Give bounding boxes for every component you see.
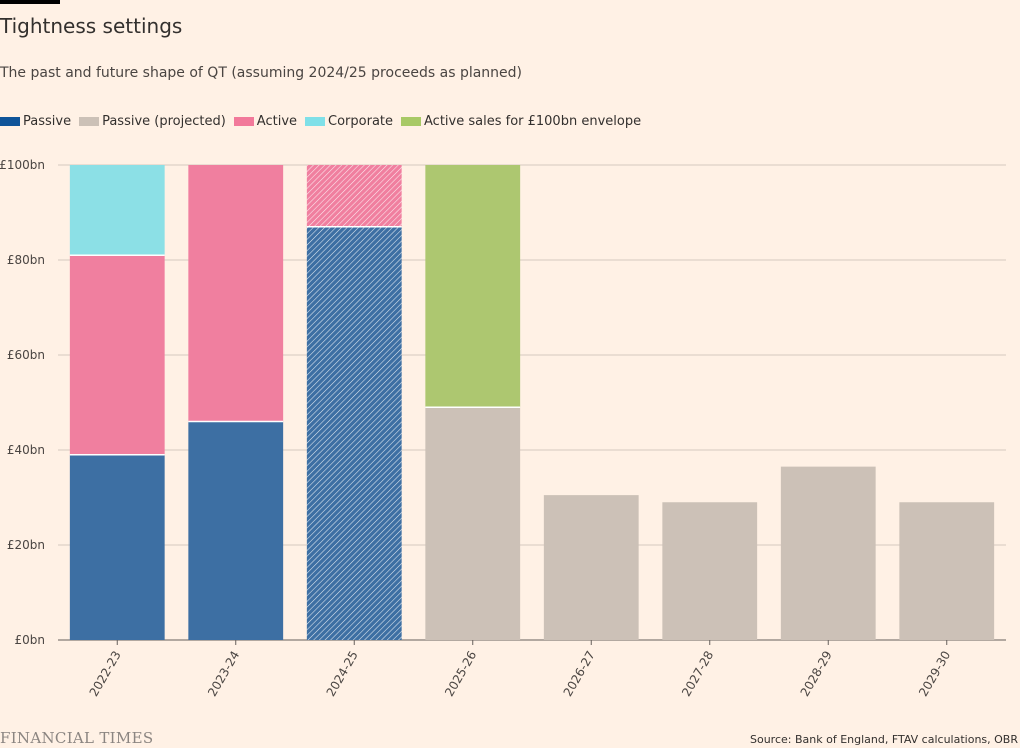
legend-item-passive-projected: Passive (projected) bbox=[79, 114, 226, 129]
legend-item-active-sales: Active sales for £100bn envelope bbox=[401, 114, 641, 129]
bar-passive-projected-2026-27 bbox=[543, 495, 639, 640]
bar-passive-2022-23 bbox=[69, 454, 165, 640]
source-note: Source: Bank of England, FTAV calculatio… bbox=[749, 733, 1018, 746]
bar-passive-projected-2025-26 bbox=[425, 407, 521, 640]
bar-passive-2024-25 bbox=[306, 226, 402, 640]
bar-chart: 2022-23 2023-24 2024-25 2025-26 2026-27 2027-… bbox=[0, 158, 1006, 699]
bar-passive-2023-24 bbox=[188, 421, 284, 640]
legend-label-passive: Passive bbox=[23, 114, 72, 129]
legend-item-corporate: Corporate bbox=[305, 114, 393, 129]
x-tick-label: 2027-28 bbox=[679, 649, 716, 699]
legend-swatch-passive-projected bbox=[79, 117, 100, 126]
brand-bar bbox=[0, 0, 60, 4]
x-axis: 2022-23 2023-24 2024-25 2025-26 2026-27 2027-… bbox=[87, 640, 953, 699]
legend-swatch-active bbox=[233, 117, 254, 126]
bar-active-sales-for-100bn-envelope-2025-26 bbox=[425, 165, 521, 408]
legend-swatch-corporate bbox=[305, 117, 326, 126]
bar-passive-projected-2027-28 bbox=[662, 502, 758, 640]
legend-label-active: Active bbox=[256, 114, 298, 129]
legend-swatch-active-sales bbox=[401, 117, 422, 126]
legend-item-passive: Passive bbox=[0, 114, 71, 129]
legend-swatch-passive bbox=[0, 117, 20, 126]
bar-passive-projected-2029-30 bbox=[899, 502, 995, 640]
legend: Passive Passive (projected) Active Corpo… bbox=[0, 114, 649, 129]
bar-active-2022-23 bbox=[69, 255, 165, 455]
y-axis: £0bn £20bn £40bn £60bn £80bn £100bn bbox=[0, 158, 45, 647]
brand-logo: FINANCIAL TIMES bbox=[0, 729, 154, 747]
bar-active-2024-25 bbox=[306, 165, 402, 227]
y-tick-label: £0bn bbox=[15, 633, 46, 647]
x-tick-label: 2023-24 bbox=[205, 649, 242, 699]
x-tick-label: 2029-30 bbox=[916, 649, 953, 699]
legend-label-active-sales: Active sales for £100bn envelope bbox=[424, 114, 642, 129]
x-tick-label: 2025-26 bbox=[442, 649, 479, 699]
x-tick-label: 2022-23 bbox=[87, 649, 124, 699]
bars bbox=[69, 165, 995, 640]
y-tick-label: £40bn bbox=[7, 443, 45, 457]
legend-item-active: Active bbox=[233, 114, 298, 129]
legend-label-corporate: Corporate bbox=[328, 114, 394, 129]
y-tick-label: £80bn bbox=[7, 253, 45, 267]
bar-corporate-2022-23 bbox=[69, 165, 165, 256]
chart-title: Tightness settings bbox=[0, 14, 183, 38]
x-tick-label: 2028-29 bbox=[798, 649, 835, 699]
legend-label-passive-projected: Passive (projected) bbox=[102, 114, 226, 129]
x-tick-label: 2024-25 bbox=[324, 649, 361, 699]
bar-passive-projected-2028-29 bbox=[780, 466, 876, 640]
bar-active-2023-24 bbox=[188, 165, 284, 422]
chart-subtitle: The past and future shape of QT (assumin… bbox=[0, 65, 523, 81]
x-tick-label: 2026-27 bbox=[561, 649, 598, 699]
y-tick-label: £60bn bbox=[7, 348, 45, 362]
y-tick-label: £100bn bbox=[0, 158, 45, 172]
y-tick-label: £20bn bbox=[7, 538, 45, 552]
